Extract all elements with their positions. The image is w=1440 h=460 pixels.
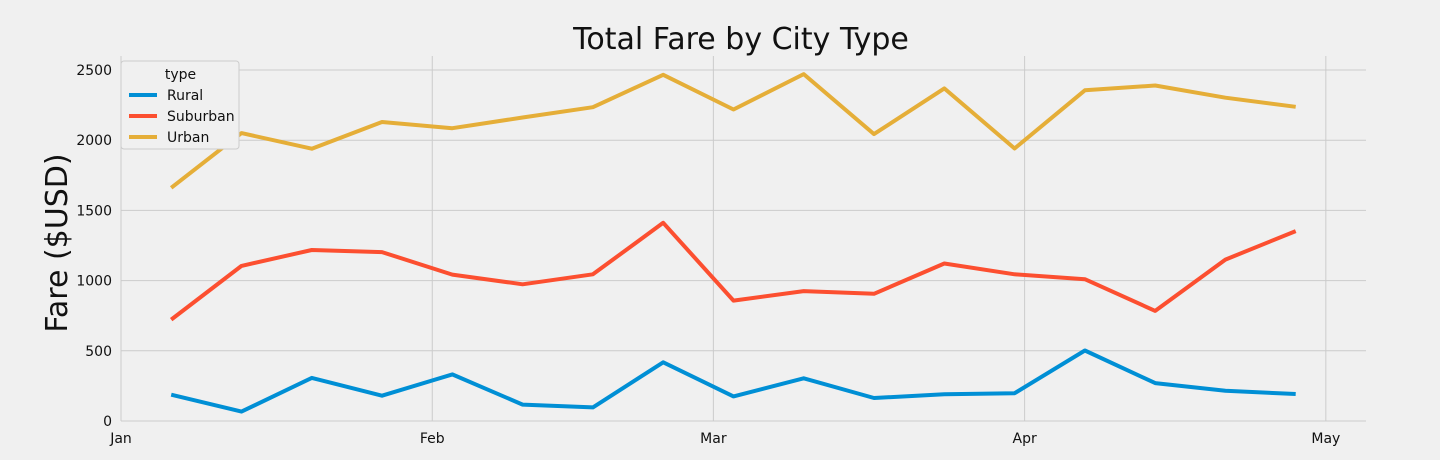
x-tick-label: Apr — [1013, 431, 1037, 447]
legend: type Rural Suburban Urban — [120, 60, 240, 150]
legend-label-rural: Rural — [167, 88, 203, 104]
legend-label-urban: Urban — [167, 130, 209, 146]
legend-label-suburban: Suburban — [167, 109, 235, 125]
y-axis-ticks: 0 500 1000 1500 2000 2500 — [76, 63, 112, 430]
x-tick-label: Mar — [700, 431, 727, 447]
y-tick-label: 0 — [103, 414, 112, 430]
x-tick-label: Jan — [109, 431, 132, 447]
y-tick-label: 1000 — [76, 274, 112, 290]
y-axis-label: Fare ($USD) — [40, 153, 75, 332]
y-tick-label: 2500 — [76, 63, 112, 79]
series-line-rural — [170, 348, 1296, 414]
series-line-urban — [169, 72, 1296, 190]
x-tick-label: May — [1311, 431, 1340, 447]
chart-title: Total Fare by City Type — [572, 22, 909, 57]
grid — [120, 56, 1366, 422]
y-tick-label: 500 — [85, 344, 112, 360]
y-tick-label: 2000 — [76, 133, 112, 149]
series-line-suburban — [169, 220, 1297, 322]
x-tick-label: Feb — [420, 431, 445, 447]
series-lines — [169, 72, 1297, 414]
x-axis-ticks: Jan Feb Mar Apr May — [109, 431, 1340, 447]
legend-title: type — [165, 67, 196, 83]
legend-box — [120, 60, 240, 150]
y-tick-label: 1500 — [76, 203, 112, 219]
